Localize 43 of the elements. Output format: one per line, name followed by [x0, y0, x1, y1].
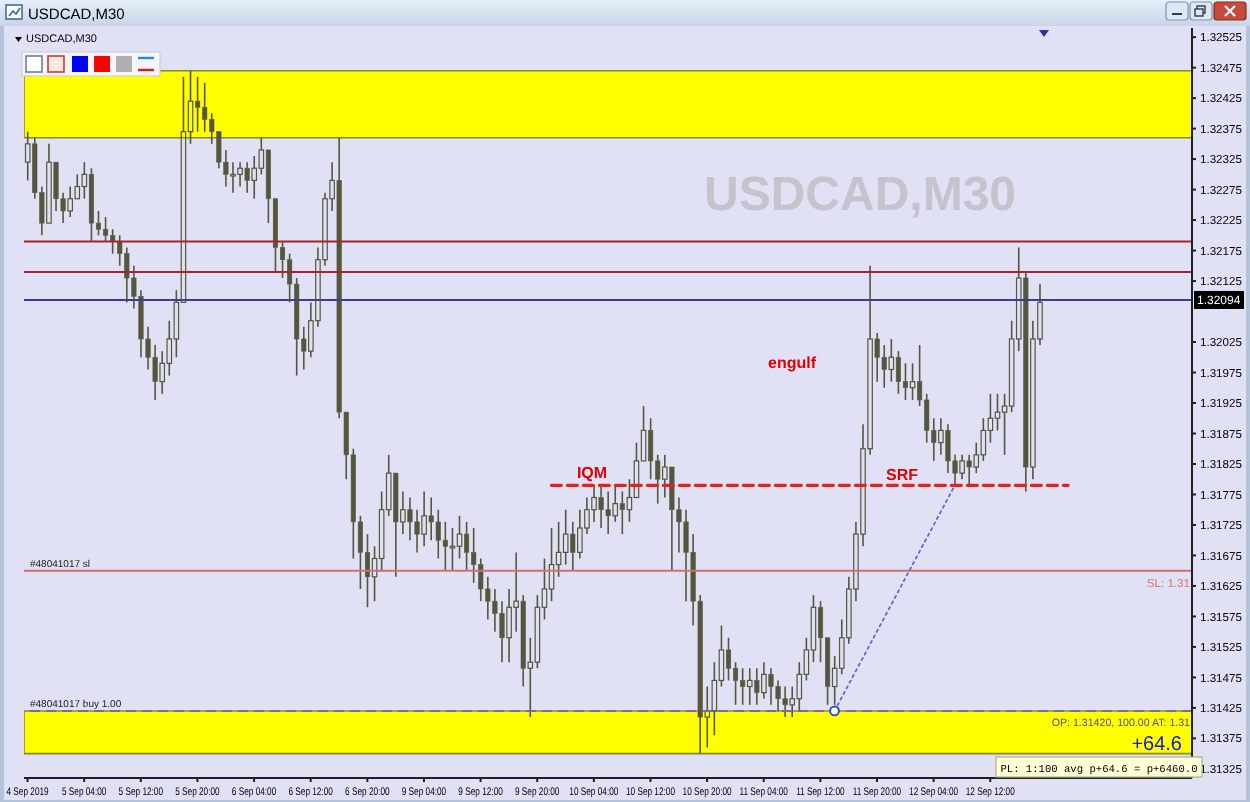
candlestick	[598, 484, 604, 529]
candlestick	[966, 454, 972, 487]
candlestick	[230, 161, 236, 194]
candlestick	[775, 679, 781, 712]
candlestick	[746, 667, 753, 706]
candlestick	[945, 423, 951, 474]
candlestick	[768, 667, 774, 706]
candlestick	[195, 75, 201, 133]
candlestick	[251, 155, 258, 200]
annotation: +64.6	[1131, 734, 1183, 756]
candlestick	[442, 521, 448, 572]
candlestick	[761, 661, 767, 700]
candlestick	[938, 417, 944, 456]
candlestick	[881, 344, 887, 389]
candlestick	[520, 594, 526, 688]
annotation: engulf	[768, 354, 817, 372]
candlestick	[152, 344, 158, 401]
candlestick	[407, 496, 413, 541]
candlestick	[449, 527, 456, 572]
candlestick	[67, 185, 73, 218]
candlestick	[570, 521, 576, 572]
candlestick	[683, 508, 689, 602]
candlestick	[244, 161, 250, 194]
candlestick	[782, 685, 788, 718]
candlestick	[478, 557, 484, 602]
candlestick	[471, 527, 477, 584]
candlestick	[754, 667, 760, 706]
candlestick	[237, 161, 243, 188]
annotation: IQM	[576, 464, 608, 482]
candlestick	[414, 508, 420, 554]
candlestick	[605, 490, 611, 535]
candlestick	[428, 496, 434, 541]
candlestick	[492, 588, 498, 633]
annotation: SRF	[886, 466, 919, 484]
candlestick	[124, 246, 130, 304]
candlestick	[506, 588, 512, 663]
candlestick	[577, 508, 583, 560]
candlestick	[591, 484, 597, 523]
candlestick	[499, 600, 505, 663]
candlestick	[612, 484, 619, 523]
candlestick	[435, 508, 441, 560]
candlestick	[421, 490, 427, 548]
candlestick	[959, 454, 965, 481]
